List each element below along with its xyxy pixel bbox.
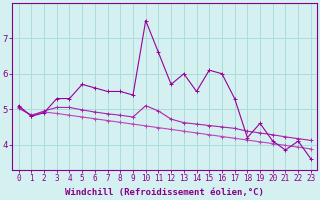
X-axis label: Windchill (Refroidissement éolien,°C): Windchill (Refroidissement éolien,°C) <box>65 188 264 197</box>
